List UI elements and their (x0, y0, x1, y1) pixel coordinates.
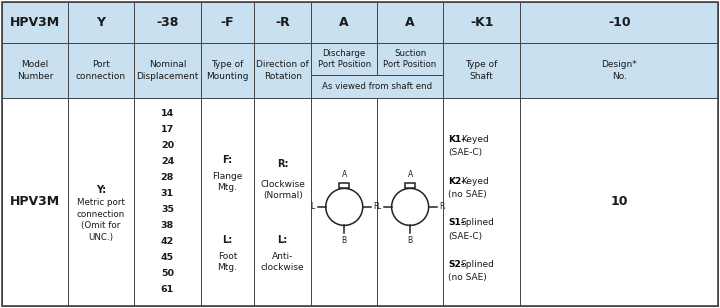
Bar (201, 43, 254, 98)
Text: 28: 28 (161, 173, 174, 182)
Text: B: B (408, 236, 413, 245)
Text: A: A (339, 16, 349, 29)
Text: 24: 24 (161, 157, 174, 166)
Text: As viewed from shaft end: As viewed from shaft end (322, 82, 432, 91)
Text: 10: 10 (611, 195, 628, 209)
Bar (201, 2, 254, 43)
Text: HPV3M: HPV3M (10, 195, 60, 209)
Text: Y: Y (96, 16, 105, 29)
Text: -F: -F (221, 16, 234, 29)
Text: S2-: S2- (448, 260, 464, 269)
Text: L: L (377, 202, 381, 211)
Text: Keyed: Keyed (461, 135, 488, 144)
Bar (340, 183, 349, 188)
Bar (2, 2, 68, 43)
Text: Discharge
Port Position: Discharge Port Position (318, 49, 371, 69)
Text: B: B (342, 236, 347, 245)
Bar (68, 2, 134, 43)
Text: Y:: Y: (96, 185, 106, 195)
Bar (2, 98, 68, 306)
Bar (377, 43, 443, 98)
Text: R: R (440, 202, 445, 211)
Text: R: R (374, 202, 379, 211)
Text: R:: R: (277, 159, 289, 169)
Text: 50: 50 (161, 270, 174, 278)
Text: Foot
Mtg.: Foot Mtg. (217, 252, 238, 272)
Text: Suction
Port Position: Suction Port Position (384, 49, 437, 69)
Text: (no SAE): (no SAE) (448, 190, 487, 199)
Bar (521, 43, 718, 98)
Text: L:: L: (222, 235, 233, 245)
Text: -K1: -K1 (470, 16, 493, 29)
Bar (311, 98, 377, 306)
Text: K2-: K2- (448, 176, 465, 185)
Text: Clockwise
(Normal): Clockwise (Normal) (260, 180, 305, 200)
Text: Keyed: Keyed (461, 176, 488, 185)
Text: Design*
No.: Design* No. (601, 60, 637, 81)
Text: (SAE-C): (SAE-C) (448, 232, 482, 241)
Text: Nominal
Displacement: Nominal Displacement (136, 60, 199, 81)
Bar (443, 2, 521, 43)
Text: 42: 42 (161, 237, 174, 246)
Text: (no SAE): (no SAE) (448, 274, 487, 282)
Text: 14: 14 (161, 109, 174, 118)
Text: 61: 61 (161, 286, 174, 294)
Bar (377, 98, 443, 306)
Text: L: L (310, 202, 315, 211)
Bar (521, 2, 718, 43)
Text: 38: 38 (161, 221, 174, 230)
Text: Direction of
Rotation: Direction of Rotation (256, 60, 309, 81)
Text: A: A (341, 170, 347, 179)
Text: F:: F: (222, 155, 233, 165)
Bar (443, 43, 521, 98)
Text: K1-: K1- (448, 135, 465, 144)
Text: -38: -38 (156, 16, 179, 29)
Text: Anti-
clockwise: Anti- clockwise (261, 252, 305, 272)
Text: -R: -R (275, 16, 290, 29)
Bar (405, 183, 415, 188)
Bar (311, 75, 443, 98)
Bar (201, 98, 254, 306)
Bar (311, 43, 377, 75)
Text: A: A (408, 170, 413, 179)
Text: -10: -10 (608, 16, 631, 29)
Bar (521, 98, 718, 306)
Bar (311, 43, 377, 98)
Text: Metric port
connection
(Omit for
UNC.): Metric port connection (Omit for UNC.) (77, 198, 125, 241)
Bar (377, 43, 443, 75)
Text: 31: 31 (161, 189, 174, 198)
Bar (254, 2, 311, 43)
Bar (443, 98, 521, 306)
Bar (377, 2, 443, 43)
Text: 45: 45 (161, 253, 174, 262)
Text: (SAE-C): (SAE-C) (448, 148, 482, 157)
Text: 20: 20 (161, 141, 174, 150)
Text: L:: L: (277, 235, 288, 245)
Bar (134, 98, 201, 306)
Text: Splined: Splined (461, 260, 495, 269)
Bar (311, 2, 377, 43)
Bar (254, 98, 311, 306)
Bar (68, 98, 134, 306)
Bar (134, 43, 201, 98)
Bar (134, 2, 201, 43)
Text: Port
connection: Port connection (76, 60, 126, 81)
Text: Type of
Shaft: Type of Shaft (466, 60, 498, 81)
Text: Model
Number: Model Number (17, 60, 53, 81)
Text: 35: 35 (161, 205, 174, 214)
Text: Flange
Mtg.: Flange Mtg. (212, 172, 243, 192)
Text: S1-: S1- (448, 218, 464, 227)
Bar (254, 43, 311, 98)
Text: 17: 17 (161, 125, 174, 134)
Text: Splined: Splined (461, 218, 495, 227)
Bar (2, 43, 68, 98)
Text: HPV3M: HPV3M (10, 16, 60, 29)
Text: Type of
Mounting: Type of Mounting (207, 60, 249, 81)
Text: A: A (405, 16, 415, 29)
Bar (68, 43, 134, 98)
